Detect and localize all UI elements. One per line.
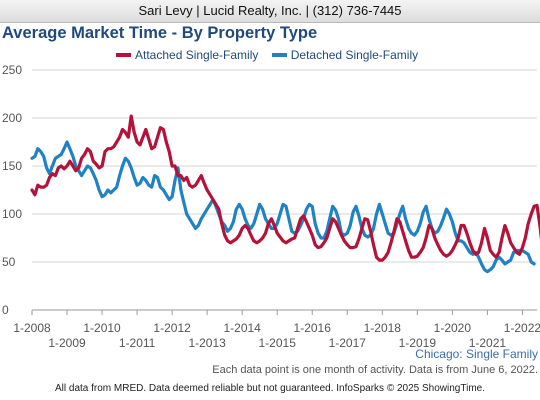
legend-item-attached[interactable]: Attached Single-Family [116,48,258,62]
x-tick-label: 1-2011 [119,336,156,350]
series-line-attached [30,114,540,262]
x-tick-label: 1-2015 [259,336,297,350]
x-tick-label: 1-2021 [469,336,507,350]
y-tick-label: 200 [2,111,22,125]
x-tick-label: 1-2014 [223,321,261,335]
legend-swatch-detached [271,53,287,57]
x-tick-label: 1-2013 [188,336,226,350]
chart-title: Average Market Time - By Property Type [2,24,318,42]
x-tick-label: 1-2016 [294,321,332,335]
series-layer [30,114,540,274]
legend-label-attached: Attached Single-Family [135,48,259,62]
y-tick-label: 100 [2,207,22,221]
x-tick-label: 1-2012 [153,321,191,335]
market-label: Chicago: Single Family [415,347,538,361]
legend-label-detached: Detached Single-Family [290,48,419,62]
x-tick-label: 1-2018 [364,321,402,335]
legend-swatch-attached [116,53,131,57]
agent-header-bar: Sari Levy | Lucid Realty, Inc. | (312) 7… [0,0,540,23]
x-tick-label: 1-2019 [399,336,437,350]
x-tick-label: 1-2009 [48,336,86,350]
x-tick-label: 1-2008 [13,321,51,335]
x-tick-label: 1-2022 [504,321,540,335]
x-tick-label: 1-2010 [83,321,121,335]
x-tick-label: 1-2017 [329,336,367,350]
y-tick-label: 150 [2,159,22,173]
y-tick-label: 250 [2,63,22,77]
y-tick-label: 50 [2,255,16,269]
y-tick-label: 0 [2,303,9,317]
legend-item-detached[interactable]: Detached Single-Family [271,48,419,62]
data-note: Each data point is one month of activity… [212,364,538,376]
chart-legend: Attached Single-Family Detached Single-F… [116,46,428,62]
grid-layer [31,69,537,315]
footer-disclaimer: All data from MRED. Data deemed reliable… [54,383,485,394]
series-line-detached [30,140,536,274]
agent-contact-text: Sari Levy | Lucid Realty, Inc. | (312) 7… [138,3,402,18]
x-tick-label: 1-2020 [434,321,472,335]
